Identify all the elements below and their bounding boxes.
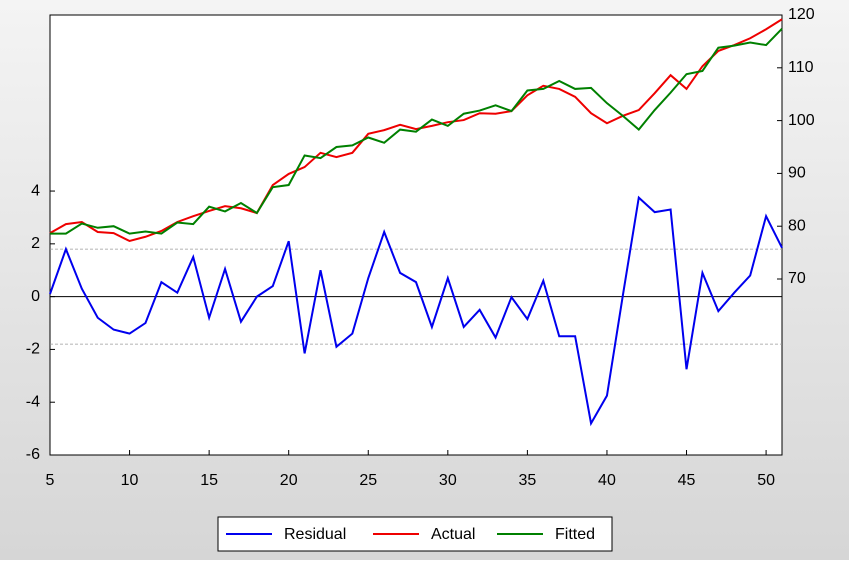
legend-label: Fitted bbox=[555, 526, 595, 543]
y2-tick-label: 70 bbox=[788, 270, 806, 287]
x-tick-label: 35 bbox=[518, 472, 536, 489]
x-tick-label: 45 bbox=[678, 472, 696, 489]
y-tick-label: 4 bbox=[31, 182, 40, 199]
x-tick-label: 50 bbox=[757, 472, 775, 489]
y2-tick-label: 80 bbox=[788, 217, 806, 234]
y2-tick-label: 90 bbox=[788, 165, 806, 182]
y-tick-label: 0 bbox=[31, 288, 40, 305]
y-tick-label: -6 bbox=[26, 446, 40, 463]
y2-tick-label: 100 bbox=[788, 112, 815, 129]
x-tick-label: 5 bbox=[46, 472, 55, 489]
legend-label: Residual bbox=[284, 526, 346, 543]
y-tick-label: -4 bbox=[26, 393, 40, 410]
x-tick-label: 40 bbox=[598, 472, 616, 489]
x-tick-label: 20 bbox=[280, 472, 298, 489]
x-tick-label: 25 bbox=[359, 472, 377, 489]
series-line bbox=[49, 18, 783, 243]
y2-tick-label: 120 bbox=[788, 6, 815, 23]
x-tick-label: 15 bbox=[200, 472, 218, 489]
y2-tick-label: 110 bbox=[788, 59, 814, 76]
x-tick-label: 10 bbox=[121, 472, 139, 489]
legend-label: Actual bbox=[431, 526, 475, 543]
y-tick-label: -2 bbox=[26, 341, 40, 358]
series-line bbox=[50, 28, 783, 235]
y-tick-label: 2 bbox=[31, 235, 40, 252]
series-line bbox=[49, 195, 783, 427]
x-tick-label: 30 bbox=[439, 472, 457, 489]
